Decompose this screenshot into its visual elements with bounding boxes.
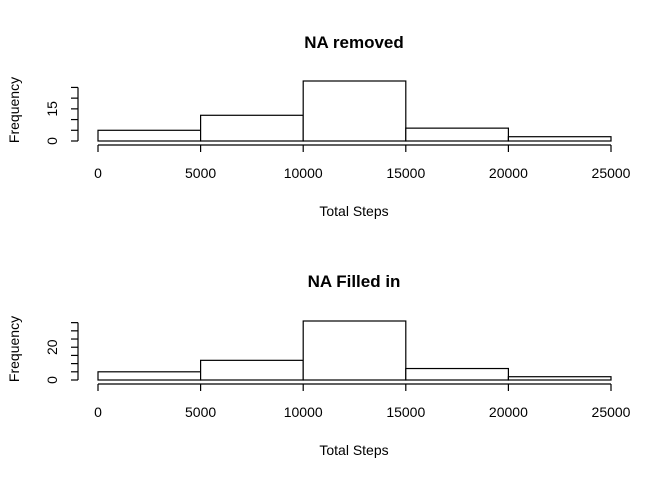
y-tick-label: 15 [44,101,60,117]
histogram-panel-na-removed: NA removed Frequency Total Steps 0 5000 10… [6,33,631,219]
x-axis: 0 5000 10000 15000 20000 25000 [94,383,631,420]
chart-title: NA Filled in [308,272,401,291]
x-tick-label: 5000 [185,404,216,420]
x-tick-label: 20000 [489,165,528,181]
histogram-bar [405,367,509,381]
chart-title: NA removed [304,33,404,52]
y-axis: 0 15 [44,86,79,145]
histogram-bar [97,129,202,142]
x-tick-label: 5000 [185,165,216,181]
x-tick-label: 15000 [386,165,425,181]
histogram-panel-na-filled-in: NA Filled in Frequency Total Steps 0 5000… [6,272,631,458]
histogram-bar [302,80,407,142]
x-axis: 0 5000 10000 15000 20000 25000 [94,144,631,181]
x-tick-label: 0 [94,404,102,420]
bars [97,320,612,381]
y-tick-label: 20 [44,339,60,355]
x-tick-label: 0 [94,165,102,181]
histogram-bar [200,114,304,142]
x-axis-label: Total Steps [319,203,388,219]
y-axis-label: Frequency [6,316,22,382]
x-tick-label: 10000 [284,404,323,420]
x-tick-label: 10000 [284,165,323,181]
x-tick-label: 25000 [592,404,631,420]
bars [97,80,612,142]
y-axis-label: Frequency [6,77,22,143]
histogram-bar [405,127,509,142]
histogram-bar [507,376,612,381]
histogram-bar [507,136,612,142]
x-tick-label: 15000 [386,404,425,420]
x-tick-label: 20000 [489,404,528,420]
x-tick-label: 25000 [592,165,631,181]
y-tick-label: 0 [44,376,60,384]
x-axis-label: Total Steps [319,442,388,458]
histogram-bar [97,371,202,381]
y-axis: 0 20 [44,322,79,384]
histogram-bar [200,359,304,381]
histogram-bar [302,320,407,381]
y-tick-label: 0 [44,137,60,145]
